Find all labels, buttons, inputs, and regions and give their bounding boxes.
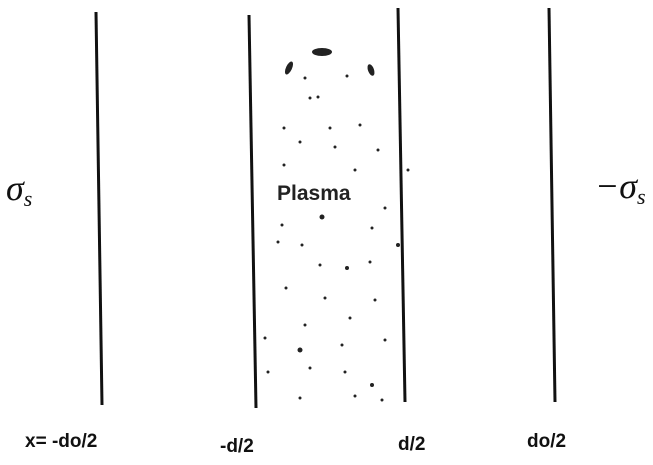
particle bbox=[300, 243, 304, 247]
particle bbox=[263, 336, 267, 340]
particle bbox=[284, 61, 294, 75]
particle bbox=[298, 140, 302, 144]
particle bbox=[368, 260, 372, 264]
particle bbox=[319, 214, 325, 220]
position-label: x= -do/2 bbox=[25, 431, 97, 452]
particle bbox=[358, 123, 362, 127]
position-label: -d/2 bbox=[220, 436, 254, 457]
particle bbox=[280, 223, 284, 227]
position-label: d/2 bbox=[398, 434, 425, 455]
charge-subscript: s bbox=[637, 184, 646, 209]
particle bbox=[370, 383, 374, 387]
particle bbox=[316, 95, 320, 99]
outer-plate-right bbox=[547, 7, 557, 403]
particle bbox=[318, 263, 322, 267]
particle bbox=[282, 163, 286, 167]
particle bbox=[282, 126, 286, 130]
particle bbox=[383, 338, 387, 342]
charge-symbol: σ bbox=[6, 168, 25, 208]
particle bbox=[373, 298, 377, 302]
particle bbox=[323, 296, 327, 300]
particle bbox=[383, 206, 387, 210]
particle bbox=[353, 394, 357, 398]
position-label: do/2 bbox=[527, 431, 566, 452]
charge-symbol: −σ bbox=[595, 166, 638, 206]
particle bbox=[308, 96, 312, 100]
particle bbox=[266, 370, 270, 374]
particle bbox=[308, 366, 312, 370]
particle bbox=[353, 168, 357, 172]
inner-plate-right bbox=[396, 7, 407, 403]
particle bbox=[370, 226, 374, 230]
particle bbox=[380, 398, 384, 402]
particle bbox=[303, 323, 307, 327]
particle bbox=[297, 347, 303, 353]
particle bbox=[328, 126, 332, 130]
inner-plate-left bbox=[247, 14, 258, 409]
particle bbox=[396, 243, 400, 247]
particle bbox=[340, 343, 344, 347]
right-charge: −σs bbox=[595, 166, 646, 209]
particle bbox=[376, 148, 380, 152]
particle bbox=[345, 74, 349, 78]
particle bbox=[312, 48, 332, 56]
particle bbox=[333, 145, 337, 149]
left-charge: σs bbox=[6, 168, 32, 211]
particle bbox=[348, 316, 352, 320]
plasma-label: Plasma bbox=[277, 182, 351, 205]
plasma-particles bbox=[263, 48, 410, 402]
particle bbox=[406, 168, 410, 172]
outer-plate-left bbox=[94, 11, 104, 406]
particle bbox=[345, 266, 349, 270]
particle bbox=[303, 76, 307, 80]
particle bbox=[298, 396, 302, 400]
particle bbox=[276, 240, 280, 244]
particle bbox=[367, 64, 375, 76]
charge-subscript: s bbox=[24, 186, 33, 211]
particle bbox=[343, 370, 347, 374]
particle bbox=[284, 286, 288, 290]
